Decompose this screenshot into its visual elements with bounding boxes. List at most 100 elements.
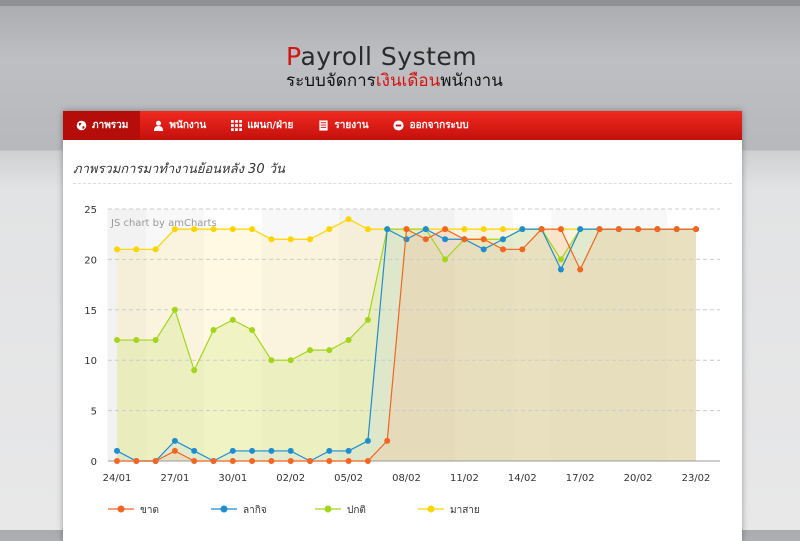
- point-1-3[interactable]: [171, 437, 178, 444]
- point-1-7[interactable]: [249, 447, 256, 454]
- point-0-6[interactable]: [229, 458, 236, 464]
- point-2-7[interactable]: [249, 326, 256, 333]
- point-0-2[interactable]: [152, 458, 159, 464]
- point-1-12[interactable]: [345, 447, 352, 454]
- point-2-23[interactable]: [557, 256, 564, 263]
- point-0-1[interactable]: [133, 458, 140, 464]
- chart-axes: 0 5 10 15 20 25 24/01 27/01 30/01 02/02 05/02 08/02…: [84, 205, 710, 484]
- point-2-8[interactable]: [268, 357, 275, 364]
- point-3-3[interactable]: [171, 226, 178, 233]
- point-2-1[interactable]: [133, 337, 140, 344]
- point-0-26[interactable]: [615, 226, 622, 233]
- point-1-8[interactable]: [268, 447, 275, 454]
- point-3-0[interactable]: [114, 246, 120, 253]
- nav-item-departments[interactable]: แผนก/ฝ่าย: [218, 111, 305, 140]
- logo-title-rest: ayroll System: [300, 42, 478, 71]
- point-2-11[interactable]: [326, 347, 333, 354]
- point-0-10[interactable]: [307, 458, 313, 464]
- legend-label-0[interactable]: ขาด: [140, 505, 159, 516]
- point-1-0[interactable]: [114, 447, 120, 454]
- point-0-18[interactable]: [461, 236, 468, 243]
- point-1-13[interactable]: [364, 437, 371, 444]
- point-3-5[interactable]: [210, 226, 217, 233]
- x-tick-label-1: 27/01: [160, 473, 189, 484]
- nav-item-overview[interactable]: ภาพรวม: [63, 111, 141, 140]
- point-0-13[interactable]: [364, 458, 371, 464]
- point-1-11[interactable]: [326, 447, 333, 454]
- point-0-7[interactable]: [249, 458, 256, 464]
- point-0-14[interactable]: [384, 437, 391, 444]
- point-0-30[interactable]: [693, 226, 699, 233]
- point-2-3[interactable]: [171, 306, 178, 313]
- point-0-21[interactable]: [519, 246, 526, 253]
- point-0-17[interactable]: [442, 226, 449, 233]
- point-1-4[interactable]: [191, 447, 198, 454]
- point-0-8[interactable]: [268, 458, 275, 464]
- point-2-6[interactable]: [229, 316, 236, 323]
- point-0-29[interactable]: [673, 226, 680, 233]
- legend-label-2[interactable]: ปกติ: [347, 505, 366, 516]
- point-2-2[interactable]: [152, 337, 159, 344]
- point-3-8[interactable]: [268, 236, 275, 243]
- point-1-24[interactable]: [577, 226, 584, 233]
- point-3-4[interactable]: [191, 226, 198, 233]
- point-3-6[interactable]: [229, 226, 236, 233]
- nav-item-logout[interactable]: ออกจากระบบ: [381, 111, 481, 140]
- point-1-14[interactable]: [384, 226, 391, 233]
- point-0-3[interactable]: [171, 447, 178, 454]
- point-1-20[interactable]: [500, 236, 506, 243]
- legend-label-1[interactable]: ลากิจ: [243, 505, 267, 516]
- point-0-19[interactable]: [480, 236, 487, 243]
- point-1-21[interactable]: [519, 226, 526, 233]
- point-3-1[interactable]: [133, 246, 140, 253]
- nav-item-reports[interactable]: รายงาน: [305, 111, 380, 140]
- minus-circle-icon: [393, 120, 405, 132]
- point-0-11[interactable]: [326, 458, 333, 464]
- point-1-16[interactable]: [422, 226, 429, 233]
- point-1-15[interactable]: [403, 236, 410, 243]
- x-tick-label-2: 30/01: [218, 473, 247, 484]
- area-3: [117, 219, 696, 461]
- point-0-20[interactable]: [500, 246, 506, 253]
- point-2-12[interactable]: [345, 337, 352, 344]
- point-3-7[interactable]: [249, 226, 256, 233]
- point-0-28[interactable]: [654, 226, 661, 233]
- point-2-5[interactable]: [210, 326, 217, 333]
- point-2-10[interactable]: [307, 347, 313, 354]
- point-2-0[interactable]: [114, 337, 120, 344]
- point-0-15[interactable]: [403, 226, 410, 233]
- point-1-23[interactable]: [557, 266, 564, 273]
- point-1-19[interactable]: [480, 246, 487, 253]
- point-3-12[interactable]: [345, 216, 352, 223]
- point-2-4[interactable]: [191, 367, 198, 374]
- point-1-17[interactable]: [442, 236, 449, 243]
- point-0-5[interactable]: [210, 458, 217, 464]
- point-0-0[interactable]: [114, 458, 120, 464]
- chart-credit[interactable]: JS chart by amCharts: [110, 218, 217, 229]
- point-1-6[interactable]: [229, 447, 236, 454]
- point-0-27[interactable]: [635, 226, 642, 233]
- point-3-18[interactable]: [461, 226, 468, 233]
- point-3-13[interactable]: [364, 226, 371, 233]
- point-3-11[interactable]: [326, 226, 333, 233]
- x-tick-label-6: 11/02: [450, 473, 479, 484]
- point-2-13[interactable]: [364, 316, 371, 323]
- point-0-25[interactable]: [596, 226, 603, 233]
- point-3-19[interactable]: [480, 226, 487, 233]
- point-1-9[interactable]: [287, 447, 294, 454]
- point-0-24[interactable]: [577, 266, 584, 273]
- point-3-9[interactable]: [287, 236, 294, 243]
- point-2-17[interactable]: [442, 256, 449, 263]
- point-0-23[interactable]: [557, 226, 564, 233]
- point-3-10[interactable]: [307, 236, 313, 243]
- point-0-9[interactable]: [287, 458, 294, 464]
- point-3-20[interactable]: [500, 226, 506, 233]
- point-0-4[interactable]: [191, 458, 198, 464]
- point-0-16[interactable]: [422, 236, 429, 243]
- point-3-2[interactable]: [152, 246, 159, 253]
- legend-label-3[interactable]: มาสาย: [450, 505, 480, 516]
- point-0-22[interactable]: [538, 226, 545, 233]
- nav-item-employees[interactable]: พนักงาน: [140, 111, 218, 140]
- point-0-12[interactable]: [345, 458, 352, 464]
- point-2-9[interactable]: [287, 357, 294, 364]
